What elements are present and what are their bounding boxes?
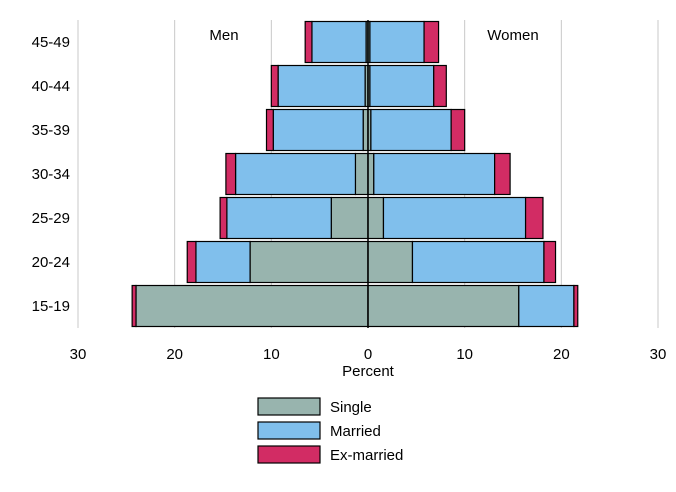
y-tick-label: 15-19 xyxy=(32,298,70,315)
bar-women-ex-married-15-19 xyxy=(573,284,579,328)
bar-women-ex-married-45-49 xyxy=(423,20,440,64)
bar-women-married-35-39 xyxy=(370,108,452,152)
y-tick-label: 35-39 xyxy=(32,122,70,139)
bar-women-ex-married-30-34 xyxy=(494,152,511,196)
y-tick-label: 30-34 xyxy=(32,166,70,183)
bar-women-married-45-49 xyxy=(369,20,425,64)
y-tick-labels: 15-19 20-24 25-29 30-34 35-39 40-44 45-49 xyxy=(32,34,70,315)
bar-men-ex-married-15-19 xyxy=(131,284,137,328)
bar-women-single-30-34 xyxy=(367,152,375,196)
bar-women-married-20-24 xyxy=(411,240,545,284)
bar-women-single-15-19 xyxy=(367,284,520,328)
bar-men-married-40-44 xyxy=(277,64,366,108)
bar-women-ex-married-20-24 xyxy=(543,240,557,284)
bar-men-ex-married-45-49 xyxy=(304,20,313,64)
x-axis-title: Percent xyxy=(342,363,395,380)
x-tick-label: 30 xyxy=(650,346,667,363)
bar-men-ex-married-35-39 xyxy=(265,108,274,152)
bar-men-ex-married-30-34 xyxy=(225,152,237,196)
bar-men-single-20-24 xyxy=(249,240,369,284)
x-tick-label: 0 xyxy=(364,346,372,363)
y-tick-label: 25-29 xyxy=(32,210,70,227)
bar-men-married-30-34 xyxy=(234,152,357,196)
y-tick-label: 20-24 xyxy=(32,254,70,271)
legend-swatch-married xyxy=(257,421,321,440)
bar-men-married-45-49 xyxy=(311,20,367,64)
bar-women-married-25-29 xyxy=(382,196,527,240)
x-tick-label: 20 xyxy=(553,346,570,363)
legend-label-ex-married: Ex-married xyxy=(330,447,403,464)
bar-layer xyxy=(131,20,579,328)
bar-women-ex-married-40-44 xyxy=(433,64,447,108)
bar-women-ex-married-25-29 xyxy=(524,196,544,240)
bar-men-married-35-39 xyxy=(272,108,364,152)
bar-women-married-30-34 xyxy=(373,152,496,196)
legend-swatch-single xyxy=(257,397,321,416)
women-group-label: Women xyxy=(487,27,538,44)
x-tick-label: 10 xyxy=(263,346,280,363)
bar-women-single-25-29 xyxy=(367,196,385,240)
bar-men-single-25-29 xyxy=(330,196,369,240)
bar-women-married-40-44 xyxy=(369,64,435,108)
legend-label-single: Single xyxy=(330,399,372,416)
legend-swatch-ex-married xyxy=(257,445,321,464)
x-tick-label: 10 xyxy=(456,346,473,363)
bar-men-married-20-24 xyxy=(195,240,251,284)
bar-women-married-15-19 xyxy=(518,284,575,328)
men-group-label: Men xyxy=(209,27,238,44)
bar-men-single-15-19 xyxy=(135,284,369,328)
legend-label-married: Married xyxy=(330,423,381,440)
bar-women-ex-married-35-39 xyxy=(450,108,466,152)
x-tick-labels: 30 20 10 0 10 20 30 xyxy=(70,346,667,363)
bar-men-ex-married-40-44 xyxy=(270,64,279,108)
bar-men-married-25-29 xyxy=(226,196,332,240)
x-tick-label: 30 xyxy=(70,346,87,363)
bar-men-ex-married-20-24 xyxy=(186,240,197,284)
y-tick-label: 45-49 xyxy=(32,34,70,51)
y-tick-label: 40-44 xyxy=(32,78,70,95)
x-tick-label: 20 xyxy=(166,346,183,363)
bar-men-ex-married-25-29 xyxy=(219,196,228,240)
bar-men-single-30-34 xyxy=(354,152,369,196)
bar-women-single-20-24 xyxy=(367,240,414,284)
legend: Single Married Ex-married xyxy=(257,397,403,464)
